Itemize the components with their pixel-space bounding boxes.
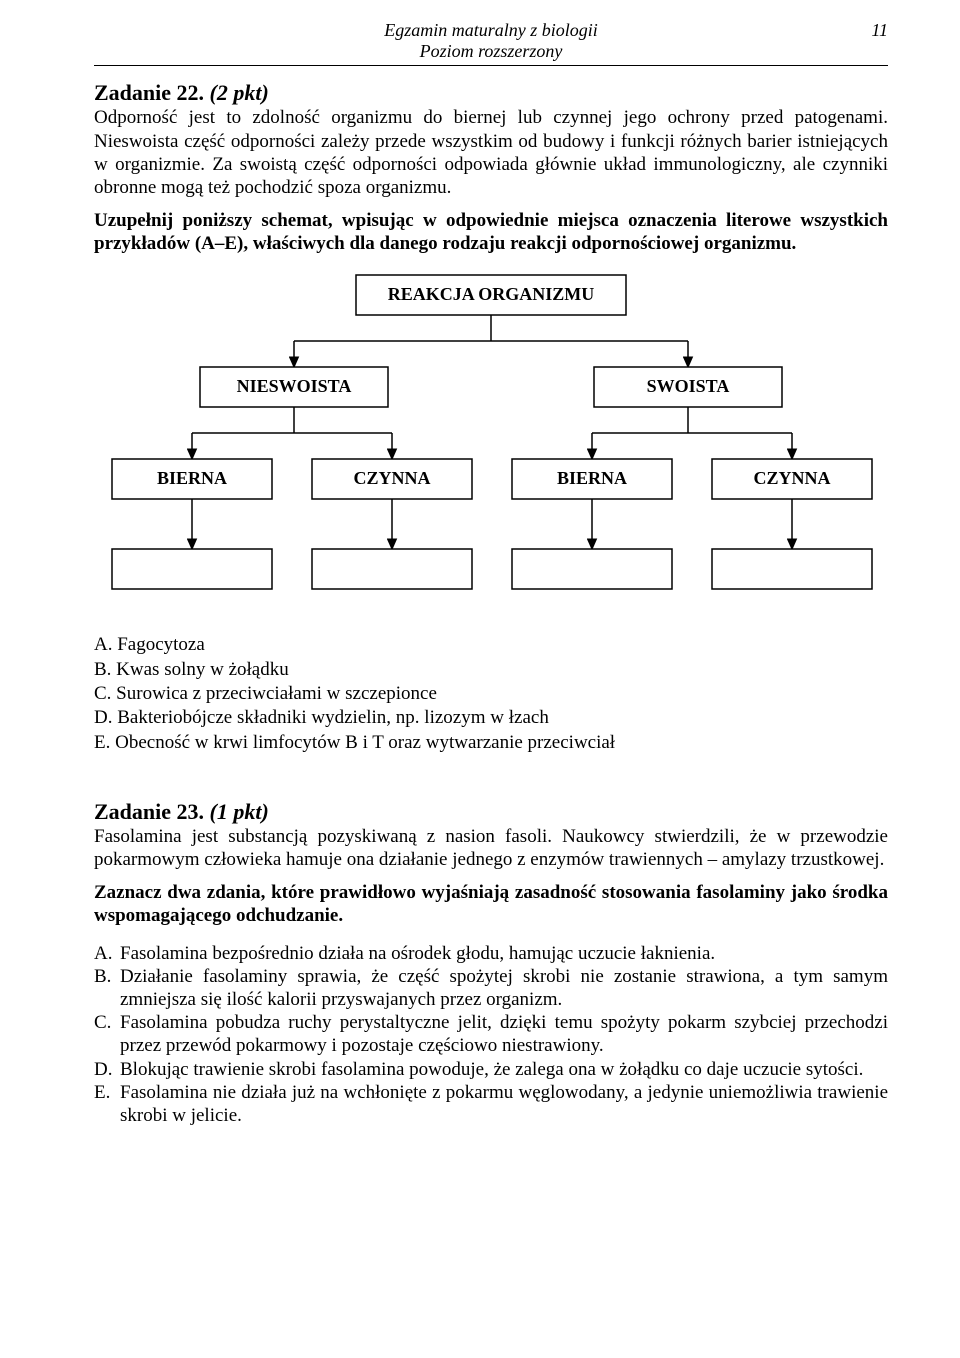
diagram-label-c2: CZYNNA [753, 469, 830, 489]
option-B: B. Kwas solny w żołądku [94, 658, 888, 682]
diagram-svg: REAKCJA ORGANIZMU NIESWOISTA SWOISTA BIERNA… [94, 269, 888, 599]
diagram-node-a4[interactable] [712, 549, 872, 589]
task23-instruction: Zaznacz dwa zdania, które prawidłowo wyj… [94, 881, 888, 927]
diagram-node-a2[interactable] [312, 549, 472, 589]
answer-A[interactable]: A. Fasolamina bezpośrednio działa na ośr… [94, 942, 888, 965]
answer-letter: E. [94, 1081, 120, 1127]
answer-D[interactable]: D. Blokując trawienie skrobi fasolamina … [94, 1058, 888, 1081]
answer-text: Fasolamina pobudza ruchy perystaltyczne … [120, 1011, 888, 1057]
header-line1: Egzamin maturalny z biologii [94, 20, 888, 41]
diagram-label-nies: NIESWOISTA [237, 377, 352, 397]
answer-letter: C. [94, 1011, 120, 1057]
task22-paragraph: Odporność jest to zdolność organizmu do … [94, 106, 888, 199]
diagram-label-c1: CZYNNA [353, 469, 430, 489]
task22-points: (2 pkt) [210, 80, 269, 105]
task22-number: Zadanie 22. [94, 80, 204, 105]
option-E: E. Obecność w krwi limfocytów B i T oraz… [94, 731, 888, 755]
task22-options: A. Fagocytoza B. Kwas solny w żołądku C.… [94, 633, 888, 755]
answer-text: Fasolamina nie działa już na wchłonięte … [120, 1081, 888, 1127]
task23-points: (1 pkt) [210, 799, 269, 824]
task23-intro: Fasolamina jest substancją pozyskiwaną z… [94, 825, 888, 871]
task22-title: Zadanie 22. (2 pkt) [94, 80, 888, 106]
answer-C[interactable]: C. Fasolamina pobudza ruchy perystaltycz… [94, 1011, 888, 1057]
header-line2: Poziom rozszerzony [94, 41, 888, 62]
diagram-node-a1[interactable] [112, 549, 272, 589]
answer-letter: B. [94, 965, 120, 1011]
task22-instruction: Uzupełnij poniższy schemat, wpisując w o… [94, 209, 888, 255]
option-A: A. Fagocytoza [94, 633, 888, 657]
page-header: Egzamin maturalny z biologii Poziom rozs… [94, 20, 888, 66]
answer-E[interactable]: E. Fasolamina nie działa już na wchłonię… [94, 1081, 888, 1127]
option-D: D. Bakteriobójcze składniki wydzielin, n… [94, 706, 888, 730]
diagram-node-a3[interactable] [512, 549, 672, 589]
immunity-diagram: REAKCJA ORGANIZMU NIESWOISTA SWOISTA BIERNA… [94, 269, 888, 599]
diagram-label-b2: BIERNA [557, 469, 627, 489]
task23-answers: A. Fasolamina bezpośrednio działa na ośr… [94, 942, 888, 1127]
diagram-label-swoi: SWOISTA [647, 377, 730, 397]
option-C: C. Surowica z przeciwciałami w szczepion… [94, 682, 888, 706]
answer-letter: A. [94, 942, 120, 965]
answer-B[interactable]: B. Działanie fasolaminy sprawia, że częś… [94, 965, 888, 1011]
task23-title: Zadanie 23. (1 pkt) [94, 799, 888, 825]
answer-text: Fasolamina bezpośrednio działa na ośrode… [120, 942, 888, 965]
task23-number: Zadanie 23. [94, 799, 204, 824]
answer-text: Działanie fasolaminy sprawia, że część s… [120, 965, 888, 1011]
page-number: 11 [871, 20, 888, 41]
diagram-label-root: REAKCJA ORGANIZMU [388, 285, 595, 305]
answer-letter: D. [94, 1058, 120, 1081]
answer-text: Blokując trawienie skrobi fasolamina pow… [120, 1058, 888, 1081]
diagram-label-b1: BIERNA [157, 469, 227, 489]
